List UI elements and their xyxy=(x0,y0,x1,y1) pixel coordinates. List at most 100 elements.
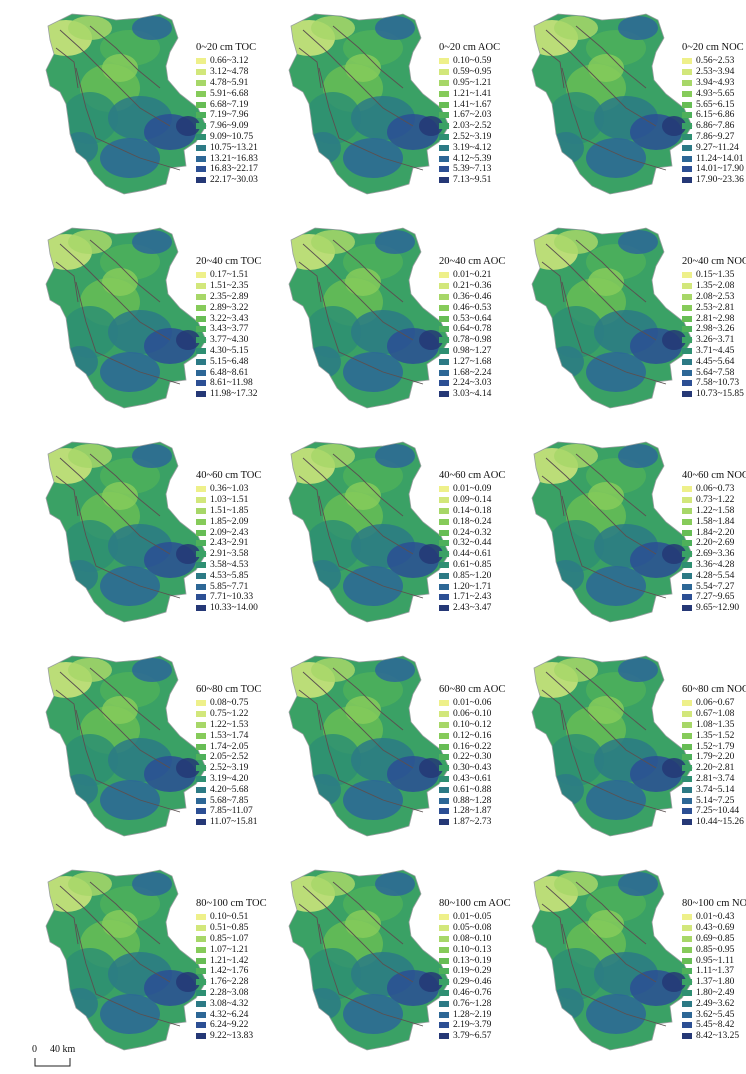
legend-label: 0.36~1.03 xyxy=(210,484,249,495)
surface-patch xyxy=(375,16,415,40)
legend-item: 7.58~10.73 xyxy=(682,378,746,389)
legend-item: 0.95~1.11 xyxy=(682,955,746,966)
surface-patch xyxy=(662,330,686,350)
legend-item: 5.65~6.15 xyxy=(682,99,746,110)
legend-label: 2.08~2.53 xyxy=(696,291,735,302)
legend-label: 1.22~1.58 xyxy=(696,505,735,516)
legend-label: 0.09~0.14 xyxy=(453,495,492,506)
legend-item: 5.91~6.68 xyxy=(196,88,276,99)
legend-swatch xyxy=(439,819,449,826)
legend-swatch xyxy=(439,797,449,804)
legend-item: 0.59~0.95 xyxy=(439,67,519,78)
legend-label: 7.71~10.33 xyxy=(210,592,254,603)
surface-patch xyxy=(176,758,200,778)
legend-item: 0.01~0.43 xyxy=(682,912,746,923)
legend-label: 11.24~14.01 xyxy=(696,153,744,164)
surface-patch xyxy=(62,306,118,358)
legend-item: 3.36~4.28 xyxy=(682,560,746,571)
legend-swatch xyxy=(439,315,449,322)
legend-swatch xyxy=(682,283,692,290)
legend-item: 9.22~13.83 xyxy=(196,1031,276,1042)
legend-item: 3.22~3.43 xyxy=(196,313,276,324)
legend-item: 3.79~6.57 xyxy=(439,1031,519,1042)
legend-label: 0.06~0.10 xyxy=(453,709,492,720)
legend-label: 0.59~0.95 xyxy=(453,67,492,78)
surface-patch xyxy=(586,566,646,606)
legend-item: 3.19~4.20 xyxy=(196,774,276,785)
legend-title: 80~100 cm AOC xyxy=(439,898,511,909)
map-panel: 40~60 cm TOC 0.36~1.03 1.03~1.51 1.51~1.85 1… xyxy=(20,436,261,636)
legend-label: 0.73~1.22 xyxy=(696,495,735,506)
river-line xyxy=(89,239,161,303)
map-panel: 80~100 cm AOC 0.01~0.05 0.05~0.08 0.08~0.10… xyxy=(263,864,511,1064)
legend-item: 0.15~1.35 xyxy=(682,270,746,281)
legend-swatch xyxy=(439,743,449,750)
legend-label: 7.13~9.51 xyxy=(453,175,492,186)
legend-swatch xyxy=(196,133,206,140)
legend-item: 9.27~11.24 xyxy=(682,142,746,153)
river-line xyxy=(332,667,404,731)
legend-swatch xyxy=(682,968,692,975)
legend-swatch xyxy=(439,914,449,921)
map-legend: 80~100 cm NOC 0.01~0.430.43~0.690.69~0.85… xyxy=(682,898,746,1042)
legend-label: 4.32~6.24 xyxy=(210,1009,249,1020)
surface-patch xyxy=(662,116,686,136)
surface-patch xyxy=(311,872,355,896)
legend-swatch xyxy=(439,369,449,376)
legend-item: 1.85~2.09 xyxy=(196,516,276,527)
legend-label: 0.85~1.20 xyxy=(453,570,492,581)
surface-patch xyxy=(345,482,381,510)
river-line xyxy=(89,881,161,945)
region-boundary xyxy=(531,13,693,195)
legend-swatch xyxy=(682,1011,692,1018)
region-map xyxy=(288,655,450,837)
legend-swatch xyxy=(196,155,206,162)
legend-item: 7.27~9.65 xyxy=(682,592,746,603)
legend-item: 1.74~2.05 xyxy=(196,741,276,752)
legend-swatch xyxy=(682,133,692,140)
legend-item: 3.43~3.77 xyxy=(196,324,276,335)
legend-item: 0.75~1.22 xyxy=(196,709,276,720)
map-legend: 0~20 cm NOC 0.56~2.53 2.53~3.94 3.94~4.93 4.… xyxy=(682,42,746,186)
legend-swatch xyxy=(682,743,692,750)
legend-swatch xyxy=(682,925,692,932)
legend-label: 1.21~1.41 xyxy=(453,88,492,99)
legend-swatch xyxy=(682,572,692,579)
legend-label: 8.61~11.98 xyxy=(210,378,253,389)
legend-item: 14.01~17.90 xyxy=(682,164,746,175)
legend-item: 0.12~0.16 xyxy=(439,730,519,741)
legend-item: 1.28~1.87 xyxy=(439,806,519,817)
legend-swatch xyxy=(439,765,449,772)
surface-patch xyxy=(345,696,381,724)
legend-label: 1.84~2.20 xyxy=(696,527,735,538)
legend-label: 0.08~0.10 xyxy=(453,933,492,944)
legend-swatch xyxy=(196,583,206,590)
legend-swatch xyxy=(196,58,206,65)
legend-item: 0.43~0.61 xyxy=(439,774,519,785)
legend-item: 0.14~0.18 xyxy=(439,506,519,517)
legend-item: 0.18~0.24 xyxy=(439,516,519,527)
legend-swatch xyxy=(196,540,206,547)
legend-swatch xyxy=(439,1000,449,1007)
surface-patch xyxy=(102,268,138,296)
map-panel: 0~20 cm TOC 0.66~3.12 3.12~4.78 4.78~5.91 5.… xyxy=(20,8,258,208)
legend-label: 1.35~1.52 xyxy=(696,730,735,741)
legend-label: 6.15~6.86 xyxy=(696,110,735,121)
legend-label: 2.20~2.81 xyxy=(696,763,735,774)
surface-patch xyxy=(100,138,160,178)
legend-swatch xyxy=(682,58,692,65)
legend-item: 0.06~0.73 xyxy=(682,484,746,495)
legend-label: 0.32~0.44 xyxy=(453,538,492,549)
legend-swatch xyxy=(196,497,206,504)
legend-item: 1.79~2.20 xyxy=(682,752,746,763)
surface-patch xyxy=(548,132,584,164)
legend-label: 1.08~1.35 xyxy=(696,719,735,730)
map-legend: 0~20 cm TOC 0.66~3.12 3.12~4.78 4.78~5.91 5.… xyxy=(196,42,276,186)
river-line xyxy=(55,475,79,517)
legend-swatch xyxy=(196,1000,206,1007)
legend-swatch xyxy=(196,144,206,151)
legend-swatch xyxy=(439,112,449,119)
legend-item: 4.30~5.15 xyxy=(196,346,276,357)
map-panel: 80~100 cm TOC 0.10~0.51 0.51~0.85 0.85~1.07… xyxy=(20,864,267,1064)
surface-patch xyxy=(305,92,361,144)
